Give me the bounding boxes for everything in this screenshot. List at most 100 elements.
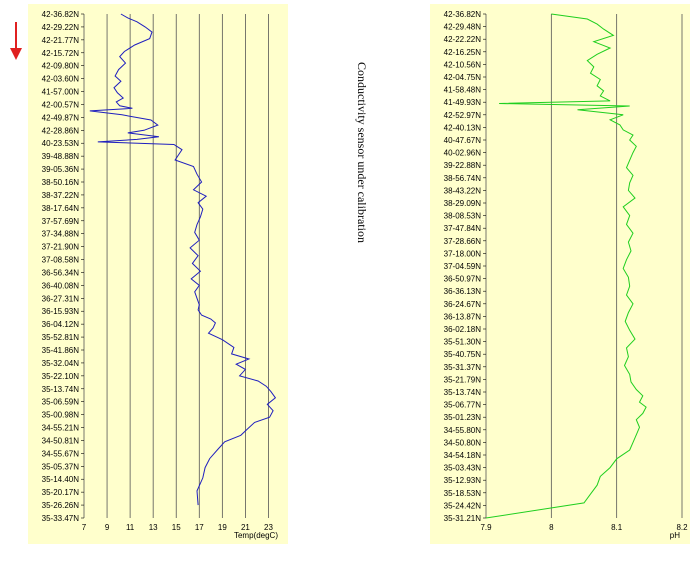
y-tick-label: 42-40.13N bbox=[444, 123, 482, 132]
x-tick-label: 7.9 bbox=[480, 523, 492, 532]
y-tick-label: 42-09.80N bbox=[42, 62, 80, 71]
y-tick-label: 42-28.86N bbox=[42, 126, 80, 135]
x-axis-title: pH bbox=[670, 531, 680, 540]
y-tick-label: 37-08.58N bbox=[42, 256, 80, 265]
x-axis-title: Temp(degC) bbox=[234, 531, 278, 540]
y-tick-label: 35-12.93N bbox=[444, 476, 482, 485]
y-tick-label: 36-15.93N bbox=[42, 307, 80, 316]
y-tick-label: 35-01.23N bbox=[444, 413, 482, 422]
x-tick-label: 8.1 bbox=[611, 523, 623, 532]
chart-ph-group: 7.9 8 8.1 8.2 42-36.82N 42-29.48N 42-22.22N 42-… bbox=[444, 10, 688, 540]
x-tick-label: 19 bbox=[218, 523, 227, 532]
y-tick-label: 38-56.74N bbox=[444, 174, 482, 183]
x-tick-label: 11 bbox=[126, 523, 135, 532]
y-tick-label: 42-29.48N bbox=[444, 23, 482, 32]
x-tick-label: 13 bbox=[149, 523, 158, 532]
y-tick-label: 38-17.64N bbox=[42, 204, 80, 213]
y-tick-label: 36-50.97N bbox=[444, 275, 482, 284]
y-tick-label: 42-36.82N bbox=[444, 10, 482, 19]
caption: Conductivity sensor under calibration bbox=[355, 62, 371, 282]
y-tick-label: 39-48.88N bbox=[42, 152, 80, 161]
y-tick-label: 37-34.88N bbox=[42, 230, 80, 239]
y-tick-label: 39-05.36N bbox=[42, 165, 80, 174]
y-tick-label: 35-31.21N bbox=[444, 514, 482, 523]
y-tick-label: 35-41.86N bbox=[42, 346, 80, 355]
ph-chart: 7.9 8 8.1 8.2 42-36.82N 42-29.48N 42-22.22N 42-… bbox=[444, 10, 688, 540]
y-tick-label: 42-00.57N bbox=[42, 100, 80, 109]
y-tick-label: 35-20.17N bbox=[42, 488, 80, 497]
y-tick-label: 42-10.56N bbox=[444, 60, 482, 69]
y-tick-label: 35-14.40N bbox=[42, 475, 80, 484]
y-tick-label: 39-22.88N bbox=[444, 161, 482, 170]
y-tick-label: 41-58.48N bbox=[444, 86, 482, 95]
x-tick-label: 9 bbox=[105, 523, 110, 532]
x-tick-label: 15 bbox=[172, 523, 181, 532]
y-tick-label: 40-02.96N bbox=[444, 149, 482, 158]
x-tick-label: 23 bbox=[264, 523, 273, 532]
y-tick-label: 37-04.59N bbox=[444, 262, 482, 271]
y-tick-label: 35-13.74N bbox=[42, 385, 80, 394]
y-tick-label: 34-50.81N bbox=[42, 436, 80, 445]
y-tick-label: 37-47.84N bbox=[444, 224, 482, 233]
y-tick-label: 38-43.22N bbox=[444, 186, 482, 195]
y-tick-label: 36-40.08N bbox=[42, 281, 80, 290]
y-tick-label: 35-05.37N bbox=[42, 462, 80, 471]
y-tick-label: 35-03.43N bbox=[444, 464, 482, 473]
y-tick-label: 37-57.69N bbox=[42, 217, 80, 226]
y-tick-label: 42-49.87N bbox=[42, 113, 80, 122]
y-tick-label: 35-51.30N bbox=[444, 338, 482, 347]
x-tick-label: 8.2 bbox=[676, 523, 688, 532]
y-tick-label: 35-40.75N bbox=[444, 350, 482, 359]
y-tick-label: 42-16.25N bbox=[444, 48, 482, 57]
y-tick-label: 36-24.67N bbox=[444, 300, 482, 309]
y-tick-label: 35-06.77N bbox=[444, 401, 482, 410]
y-tick-label: 34-54.18N bbox=[444, 451, 482, 460]
ph-chart-panel: 7.9 8 8.1 8.2 42-36.82N 42-29.48N 42-22.22N 42-… bbox=[430, 4, 690, 544]
y-tick-label: 36-02.18N bbox=[444, 325, 482, 334]
y-tick-label: 37-28.66N bbox=[444, 237, 482, 246]
y-tick-label: 38-50.16N bbox=[42, 178, 80, 187]
y-tick-label: 37-18.00N bbox=[444, 249, 482, 258]
y-tick-label: 40-47.67N bbox=[444, 136, 482, 145]
y-tick-label: 35-18.53N bbox=[444, 489, 482, 498]
y-tick-label: 38-08.53N bbox=[444, 212, 482, 221]
y-tick-label: 38-29.09N bbox=[444, 199, 482, 208]
y-tick-label: 38-37.22N bbox=[42, 191, 80, 200]
y-tick-label: 42-52.97N bbox=[444, 111, 482, 120]
y-tick-label: 35-21.79N bbox=[444, 375, 482, 384]
y-tick-label: 35-33.47N bbox=[42, 514, 80, 523]
chart-temp-group: 7 9 11 13 15 17 19 21 23 42-36.82N 42-29.22N 42-21.… bbox=[42, 10, 279, 540]
y-tick-label: 34-55.21N bbox=[42, 424, 80, 433]
series-line-ph bbox=[485, 13, 647, 519]
x-tick-label: 7 bbox=[82, 523, 87, 532]
y-tick-label: 35-00.98N bbox=[42, 411, 80, 420]
temperature-chart: 7 9 11 13 15 17 19 21 23 42-36.82N 42-29.22N 42-21.… bbox=[42, 10, 279, 540]
y-tick-label: 42-15.72N bbox=[42, 49, 80, 58]
y-tick-label: 35-32.04N bbox=[42, 359, 80, 368]
y-tick-label: 42-36.82N bbox=[42, 10, 80, 19]
y-tick-label: 35-06.59N bbox=[42, 398, 80, 407]
y-tick-label: 41-49.93N bbox=[444, 98, 482, 107]
y-tick-label: 35-13.74N bbox=[444, 388, 482, 397]
y-tick-label: 35-22.10N bbox=[42, 372, 80, 381]
y-tick-label: 35-31.37N bbox=[444, 363, 482, 372]
y-tick-label: 41-57.00N bbox=[42, 88, 80, 97]
y-tick-label: 37-21.90N bbox=[42, 243, 80, 252]
y-tick-label: 35-26.26N bbox=[42, 501, 80, 510]
y-tick-label: 42-21.77N bbox=[42, 36, 80, 45]
y-tick-label: 36-27.31N bbox=[42, 294, 80, 303]
y-tick-label: 42-22.22N bbox=[444, 35, 482, 44]
y-tick-label: 36-13.87N bbox=[444, 312, 482, 321]
y-tick-label: 36-56.34N bbox=[42, 268, 80, 277]
x-tick-label: 8 bbox=[549, 523, 554, 532]
y-tick-label: 34-55.80N bbox=[444, 426, 482, 435]
y-tick-label: 42-29.22N bbox=[42, 23, 80, 32]
y-tick-label: 40-23.53N bbox=[42, 139, 80, 148]
y-tick-label: 35-52.81N bbox=[42, 333, 80, 342]
temperature-chart-panel: 7 9 11 13 15 17 19 21 23 42-36.82N 42-29.22N 42-21.… bbox=[28, 4, 288, 544]
series-line-temp bbox=[89, 13, 277, 506]
y-tick-label: 36-36.13N bbox=[444, 287, 482, 296]
x-tick-label: 17 bbox=[195, 523, 204, 532]
caption-text: Conductivity sensor under calibration bbox=[355, 62, 369, 243]
y-tick-label: 42-03.60N bbox=[42, 75, 80, 84]
